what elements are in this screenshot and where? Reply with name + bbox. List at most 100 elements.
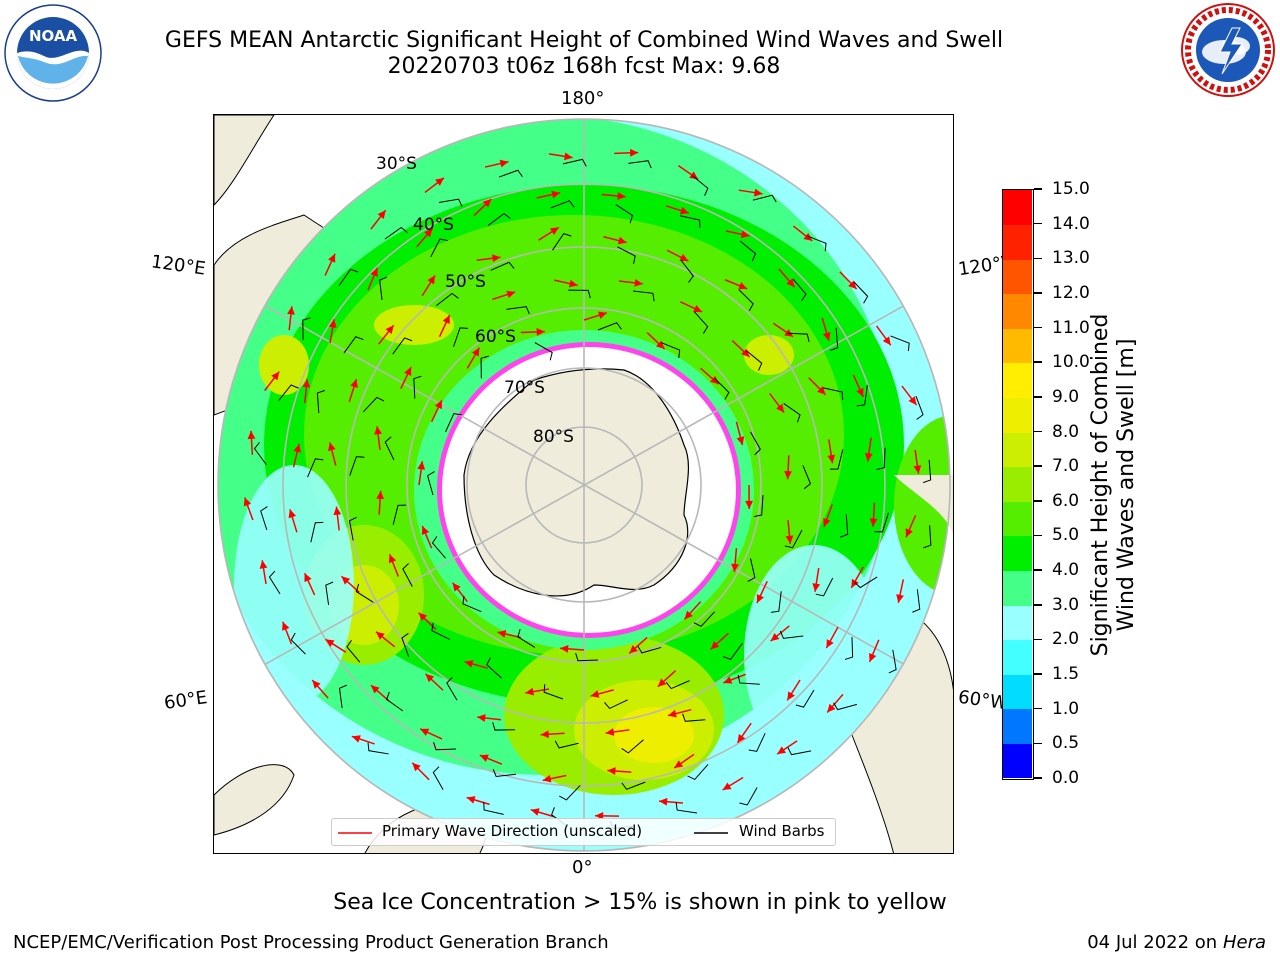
wind-barb xyxy=(621,739,644,754)
wave-direction-arrow xyxy=(784,455,792,480)
wave-direction-arrow xyxy=(430,399,443,423)
colorbar-tick-label: 11.0 xyxy=(1052,317,1090,338)
wave-direction-arrow xyxy=(776,740,798,755)
wave-direction-arrow xyxy=(731,339,751,358)
colorbar-tick-mark xyxy=(1034,534,1042,537)
wind-barb xyxy=(401,632,410,657)
colorbar-tick-mark xyxy=(1034,500,1042,502)
wave-direction-arrow xyxy=(665,205,690,215)
wave-direction-arrow xyxy=(756,581,768,604)
wind-barb xyxy=(346,639,361,663)
wave-direction-arrow xyxy=(311,679,329,699)
wave-direction-arrow xyxy=(896,579,905,603)
wind-barb xyxy=(621,781,646,790)
wave-direction-arrow xyxy=(497,630,522,639)
wind-barb xyxy=(445,413,462,433)
wave-direction-arrow xyxy=(618,279,643,287)
wave-direction-arrow xyxy=(325,638,347,653)
wind-legend-swatch xyxy=(694,832,728,834)
colorbar-tick-mark xyxy=(1034,742,1042,745)
lat-label-70s: 70°S xyxy=(504,378,545,398)
wave-direction-arrow xyxy=(839,271,858,290)
wave-direction-arrow xyxy=(452,582,468,603)
wave-direction-arrow xyxy=(605,728,630,736)
lat-label-50s: 50°S xyxy=(445,272,486,292)
colorbar-tick-mark xyxy=(1034,257,1042,260)
wind-barb xyxy=(492,722,515,731)
wind-barb xyxy=(829,327,839,351)
wind-barb xyxy=(738,289,754,312)
wind-barb xyxy=(386,691,404,712)
wave-direction-arrow xyxy=(538,226,560,241)
wave-direction-arrow xyxy=(367,267,379,291)
wave-direction-arrow xyxy=(548,152,573,161)
wave-direction-arrow xyxy=(683,601,702,620)
chart-subtitle: 20220703 t06z 168h fcst Max: 9.68 xyxy=(387,54,781,79)
wave-direction-arrow xyxy=(710,632,729,650)
wind-barb xyxy=(660,342,681,359)
wave-direction-arrow xyxy=(287,306,295,331)
wind-barb xyxy=(552,232,572,251)
wave-direction-arrow xyxy=(492,290,516,301)
wind-barb xyxy=(355,583,374,603)
colorbar-segment xyxy=(1003,293,1032,329)
wave-direction-arrow xyxy=(370,209,387,230)
wind-barb xyxy=(604,699,628,710)
wave-direction-arrow xyxy=(667,708,692,718)
wave-direction-arrow xyxy=(778,268,796,288)
wind-barb xyxy=(829,449,844,470)
wave-direction-arrow xyxy=(554,279,578,288)
wind-barb xyxy=(453,327,469,347)
wind-barb xyxy=(682,713,706,722)
noaa-logo-text: NOAA xyxy=(29,27,78,45)
wave-direction-arrow xyxy=(666,249,689,262)
colorbar-title-line1: Significant Height of Combined xyxy=(1088,313,1113,657)
colorbar-tick-label: 5.0 xyxy=(1052,525,1080,546)
colorbar xyxy=(1002,189,1034,780)
wind-barb xyxy=(833,702,858,711)
wave-direction-arrow xyxy=(370,684,390,702)
colorbar-tick-mark xyxy=(1034,326,1042,329)
wind-barb xyxy=(679,215,701,229)
wind-barb xyxy=(338,684,348,709)
wind-barb xyxy=(779,630,804,639)
wave-direction-arrow xyxy=(864,437,873,462)
wind-barb xyxy=(290,632,306,655)
wave-direction-arrow xyxy=(825,626,839,649)
wind-barb xyxy=(815,577,834,597)
colorbar-tick-mark xyxy=(1034,604,1042,606)
wave-direction-arrow xyxy=(348,378,358,403)
lat-label-30s: 30°S xyxy=(376,154,417,174)
wave-direction-arrow xyxy=(476,254,501,263)
wave-direction-arrow xyxy=(540,730,565,739)
colorbar-segment xyxy=(1003,605,1032,641)
nws-logo xyxy=(1180,2,1276,98)
wave-direction-arrow xyxy=(913,449,922,474)
wind-barb xyxy=(480,355,489,379)
colorbar-tick-label: 1.0 xyxy=(1052,698,1080,719)
colorbar-tick-mark xyxy=(1034,638,1042,641)
wind-barb xyxy=(362,396,385,413)
wind-barb xyxy=(792,278,807,302)
colorbar-segment xyxy=(1003,743,1032,779)
map-panel: 30°S 40°S 50°S 60°S 70°S 80°S xyxy=(213,114,954,854)
wind-barb xyxy=(462,595,482,613)
wave-direction-arrow xyxy=(302,379,311,404)
wave-height-field xyxy=(218,119,950,851)
wind-barb xyxy=(492,768,517,777)
wind-barb xyxy=(432,766,444,791)
wave-direction-arrow xyxy=(259,560,268,585)
wind-barb xyxy=(307,458,324,478)
wind-barb xyxy=(402,563,413,587)
wind-barb xyxy=(615,204,634,224)
wind-barb xyxy=(888,649,897,674)
wave-legend-label: Primary Wave Direction (unscaled) xyxy=(382,822,643,840)
wind-barb xyxy=(338,268,359,286)
wave-direction-arrow xyxy=(823,504,833,528)
wind-barb xyxy=(392,337,413,355)
wind-barb xyxy=(912,589,921,613)
wave-direction-arrow xyxy=(438,314,451,338)
wind-barb xyxy=(923,525,932,549)
wind-barb xyxy=(498,169,523,178)
wave-direction-arrow xyxy=(821,317,831,342)
